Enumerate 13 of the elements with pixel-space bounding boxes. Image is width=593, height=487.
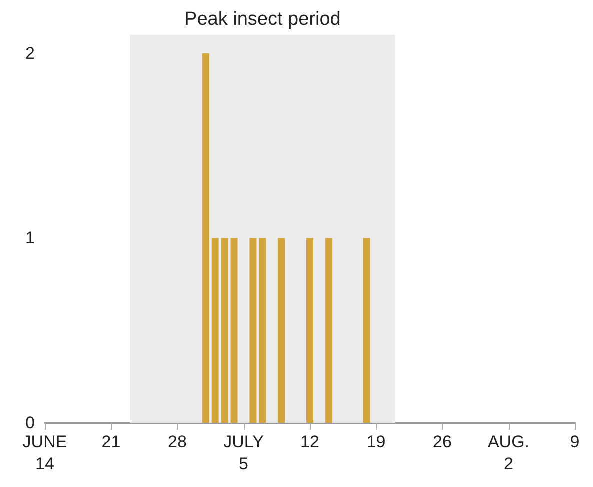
x-tick-label: 12 (300, 432, 320, 452)
x-tick-label: JULY 5 (224, 432, 264, 474)
y-tick-label: 2 (26, 44, 35, 63)
x-tick-label: JUNE 14 (22, 432, 68, 474)
x-tick-label: 19 (366, 432, 386, 452)
x-tick-label: 26 (433, 432, 452, 452)
x-tick-label: 28 (168, 432, 187, 452)
y-tick-label: 1 (26, 228, 35, 248)
y-tick-label: 0 (26, 414, 35, 432)
x-tick-label: 9 (570, 432, 580, 452)
x-tick-label: 21 (102, 432, 121, 452)
band-label: Peak insect period (184, 9, 341, 30)
x-tick-label: AUG. 2 (488, 432, 530, 474)
